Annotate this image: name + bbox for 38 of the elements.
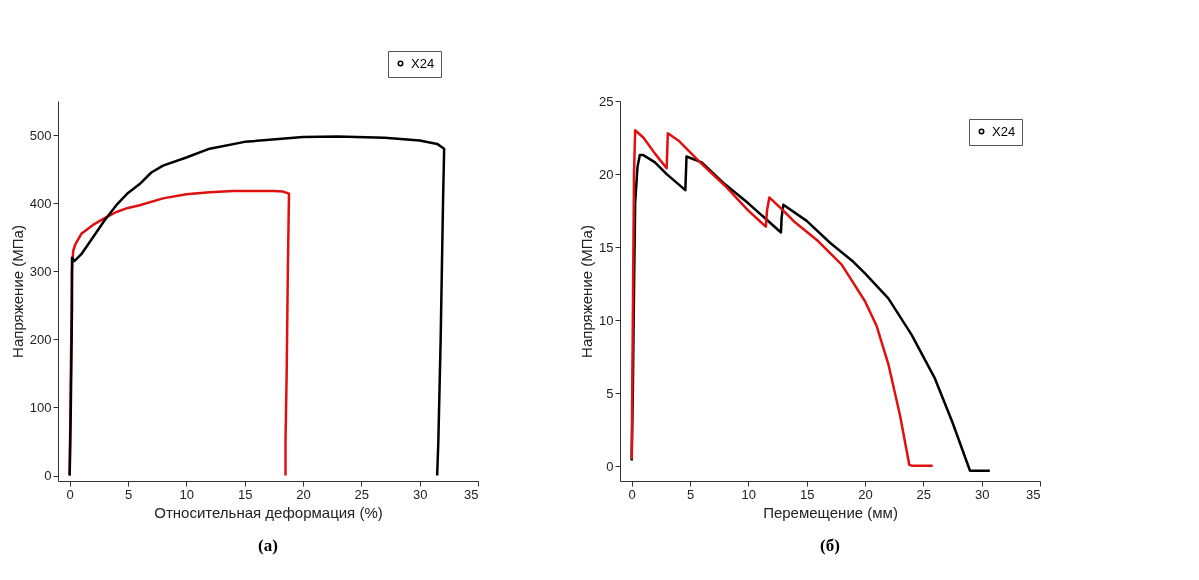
x-axis-title: Относительная деформация (%) (154, 503, 383, 521)
y-tick-label: 15 (599, 239, 614, 255)
x-tick-label: 5 (686, 486, 695, 502)
y-tick-label: 0 (606, 458, 614, 474)
line-series (630, 128, 934, 467)
x-tick-label: 20 (858, 486, 873, 502)
y-tick-label: 200 (29, 331, 52, 347)
x-tick-label: 0 (66, 486, 74, 502)
y-tick-label: 0 (44, 468, 52, 484)
x-tick-label: 15 (799, 486, 815, 502)
x-tick-label: 25 (354, 486, 370, 502)
y-axis-title: Напряжение (МПа) (578, 225, 596, 358)
y-axis-title: Напряжение (МПа) (8, 225, 26, 358)
x-tick-label: 10 (179, 486, 195, 502)
legend-label: X24 (411, 55, 435, 71)
y-tick-label: 20 (599, 166, 614, 182)
y-tick-label: 300 (29, 263, 52, 279)
line-series (68, 135, 446, 477)
x-tick-label: 0 (628, 486, 636, 502)
y-tick-label: 5 (606, 385, 614, 401)
x-tick-label: 35 (1026, 486, 1041, 502)
y-tick-label: 400 (29, 195, 52, 211)
x-tick-label: 20 (296, 486, 311, 502)
text: (б) (820, 536, 840, 555)
x-tick-label: 30 (974, 486, 990, 502)
x-tick-label: 25 (916, 486, 932, 502)
x-tick-label: 35 (464, 486, 479, 502)
x-tick-label: 10 (741, 486, 757, 502)
x-tick-label: 30 (412, 486, 428, 502)
x-tick-label: 5 (124, 486, 133, 502)
text: (a) (258, 536, 278, 555)
x-axis-title: Перемещение (мм) (763, 503, 898, 521)
y-tick-label: 100 (29, 399, 52, 415)
y-tick-label: 10 (599, 312, 614, 328)
y-tick-label: 500 (29, 127, 52, 143)
x-tick-label: 15 (237, 486, 253, 502)
y-tick-label: 25 (599, 93, 614, 109)
legend-label: X24 (992, 123, 1016, 139)
